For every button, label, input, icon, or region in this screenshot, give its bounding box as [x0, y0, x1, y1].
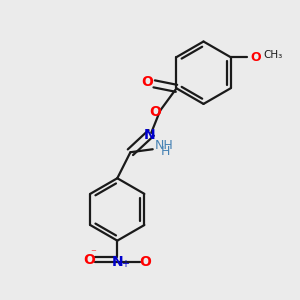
Text: O: O	[149, 105, 161, 119]
Text: ⁻: ⁻	[91, 249, 97, 259]
Text: H: H	[161, 145, 170, 158]
Text: O: O	[250, 51, 261, 64]
Text: N: N	[112, 255, 123, 269]
Text: NH: NH	[155, 139, 174, 152]
Text: O: O	[140, 255, 152, 269]
Text: O: O	[83, 253, 95, 267]
Text: +: +	[122, 259, 130, 269]
Text: O: O	[142, 75, 154, 89]
Text: N: N	[144, 128, 155, 142]
Text: CH₃: CH₃	[263, 50, 283, 60]
